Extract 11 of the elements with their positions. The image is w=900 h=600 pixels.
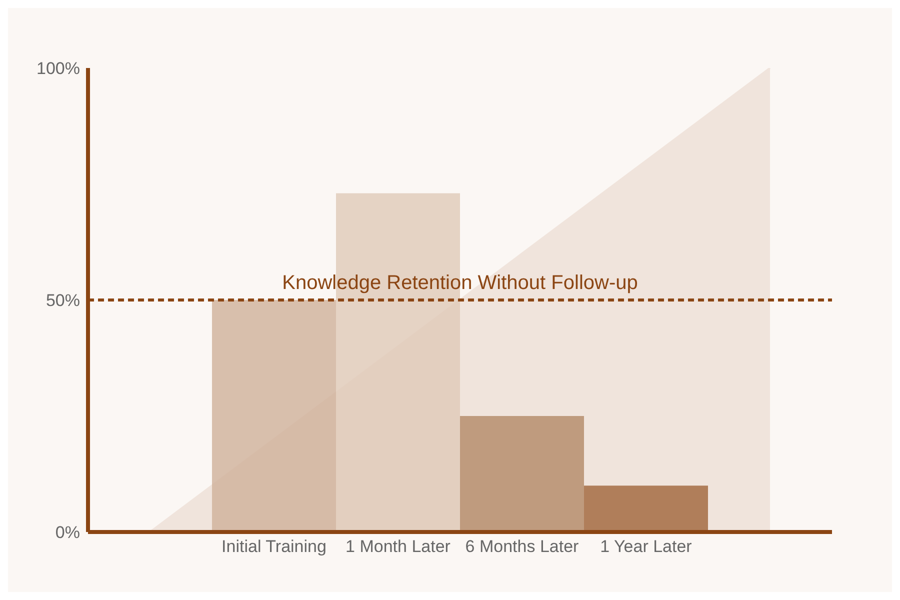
bar [460,416,584,532]
x-tick-label: 1 Year Later [600,537,692,556]
x-tick-label: Initial Training [222,537,326,556]
y-tick-label: 50% [46,291,80,310]
ref-line-label: Knowledge Retention Without Follow-up [282,272,638,294]
bar [212,300,336,532]
y-tick-label: 100% [36,59,80,78]
x-tick-label: 1 Month Later [346,537,451,556]
y-tick-label: 0% [55,523,80,542]
x-tick-label: 6 Months Later [465,537,580,556]
bar [584,486,708,532]
